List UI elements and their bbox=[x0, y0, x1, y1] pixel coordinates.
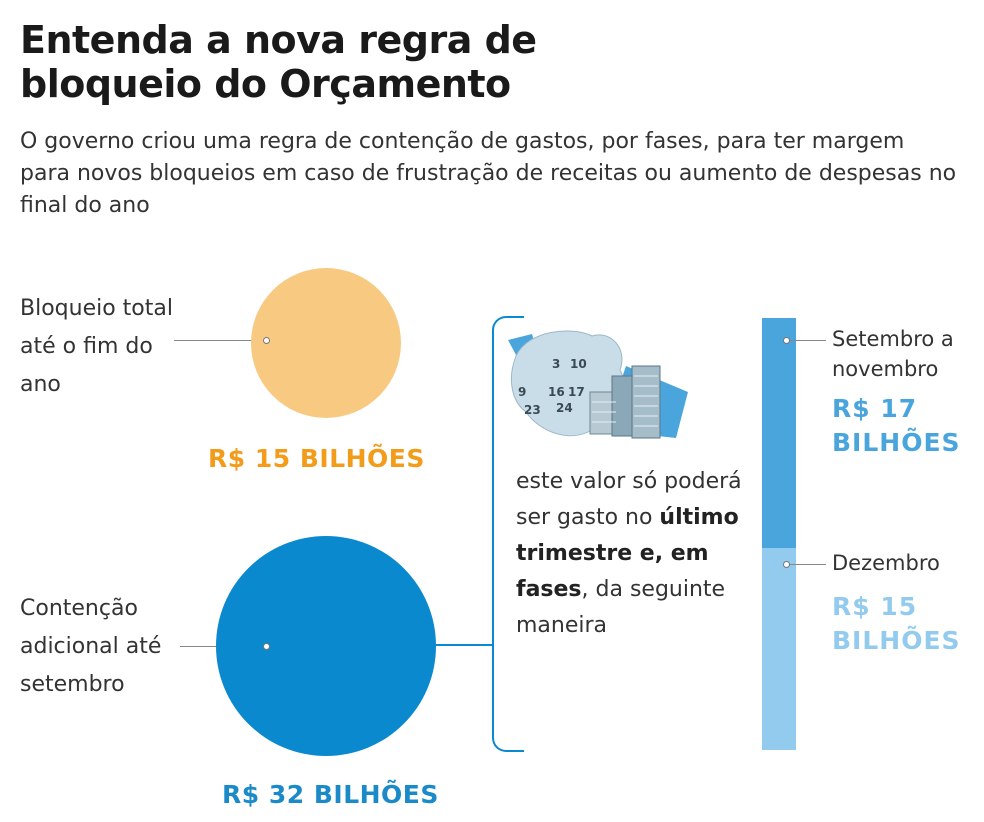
description-text-end: , da seguinte maneira bbox=[516, 577, 726, 638]
phase-leader-line bbox=[786, 340, 826, 341]
calendar-number: 10 bbox=[570, 357, 587, 371]
phase-leader-line bbox=[786, 564, 826, 565]
phase-bar-segment-dec bbox=[762, 547, 796, 750]
phase-amount-dec: R$ 15 BILHÕES bbox=[832, 592, 961, 655]
bracket-connector bbox=[436, 644, 492, 646]
calendar-number: 23 bbox=[524, 403, 541, 417]
calendar-number: 9 bbox=[518, 385, 526, 399]
page-subtitle: O governo criou uma regra de contenção d… bbox=[20, 129, 957, 218]
phase-description: este valor só poderá ser gasto no último… bbox=[516, 464, 744, 644]
building-icon bbox=[611, 375, 635, 437]
page-title: Entenda a nova regra de bloqueio do Orça… bbox=[20, 18, 537, 106]
total-block-circle bbox=[250, 267, 402, 419]
total-leader-line bbox=[174, 340, 266, 341]
description-text: este valor só poderá ser gasto no bbox=[516, 469, 742, 530]
calendar-number: 17 bbox=[568, 385, 585, 399]
tower-building-icon bbox=[631, 365, 661, 439]
total-block-amount: R$ 15 BILHÕES bbox=[208, 444, 425, 473]
phase-amount-sept-nov: R$ 17 BILHÕES bbox=[832, 394, 961, 457]
calendar-number: 16 bbox=[548, 385, 565, 399]
phase-leader-dot bbox=[783, 337, 790, 344]
additional-block-label: Contenção adicional até setembro bbox=[20, 596, 162, 697]
phase-bracket bbox=[492, 316, 524, 752]
calendar-number: 24 bbox=[556, 401, 573, 415]
total-leader-dot bbox=[263, 337, 270, 344]
additional-block-amount: R$ 32 BILHÕES bbox=[222, 780, 439, 809]
calendar-number: 3 bbox=[552, 357, 560, 371]
additional-leader-dot bbox=[263, 643, 270, 650]
phase-bar-segment-sept-nov bbox=[762, 318, 796, 548]
phase-label-sept-nov: Setembro a novembro bbox=[832, 327, 954, 381]
calendar-buildings-illustration: 3 10 9 16 17 23 24 bbox=[508, 330, 688, 439]
phase-label-dec: Dezembro bbox=[832, 551, 940, 575]
additional-block-circle bbox=[216, 536, 436, 756]
phase-leader-dot bbox=[783, 561, 790, 568]
total-block-label: Bloqueio total até o fim do ano bbox=[20, 296, 173, 397]
description-emphasis: último trimestre e, em fases bbox=[516, 505, 739, 602]
